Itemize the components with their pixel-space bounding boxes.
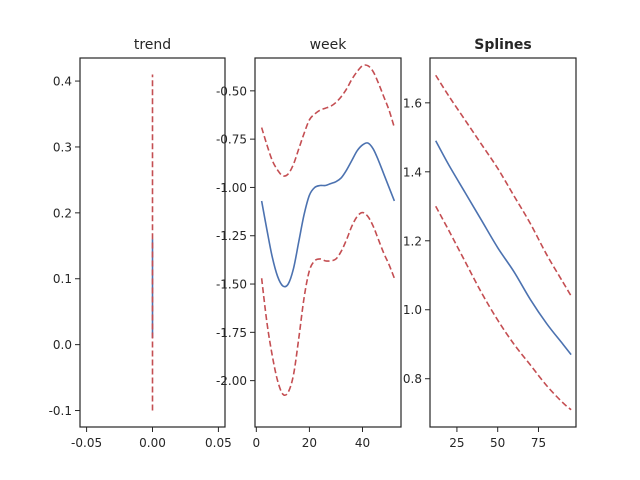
week-ytick-label: -1.00 [216, 181, 247, 195]
splines-ytick-label: 1.6 [403, 96, 422, 110]
splines-panel: Splines 25 50 75 0.8 1.0 1.2 1.4 1.6 [403, 37, 577, 450]
trend-ytick-label: 0.4 [53, 75, 72, 89]
trend-ytick-label: -0.1 [49, 404, 72, 418]
splines-ytick-label: 1.0 [403, 303, 422, 317]
week-xtick-label: 40 [355, 436, 370, 450]
splines-title: Splines [474, 37, 532, 53]
week-ytick-label: -0.50 [216, 84, 247, 98]
trend-ytick-label: 0.1 [53, 272, 72, 286]
splines-xtick-label: 25 [449, 436, 464, 450]
trend-xtick-label: 0.05 [205, 436, 232, 450]
week-ytick-label: -1.75 [216, 326, 247, 340]
trend-xtick-label: 0.00 [139, 436, 166, 450]
splines-lower-line [435, 205, 572, 411]
trend-title: trend [134, 37, 171, 53]
week-ytick-label: -1.50 [216, 278, 247, 292]
splines-fit-line [435, 140, 572, 356]
splines-ytick-label: 1.2 [403, 234, 422, 248]
splines-ytick-label: 1.4 [403, 165, 422, 179]
trend-ytick-label: 0.2 [53, 206, 72, 220]
trend-ytick-label: 0.0 [53, 338, 72, 352]
splines-axes-frame [429, 57, 577, 428]
week-axes-frame [254, 57, 402, 428]
week-lower-line [260, 211, 396, 397]
splines-xtick-label: 75 [531, 436, 546, 450]
week-xtick-label: 0 [253, 436, 261, 450]
splines-ytick-label: 0.8 [403, 372, 422, 386]
trend-ytick-label: 0.3 [53, 140, 72, 154]
week-ytick-label: -0.75 [216, 133, 247, 147]
trend-xtick-label: -0.05 [71, 436, 102, 450]
week-fit-line [260, 142, 396, 288]
splines-xtick-label: 50 [490, 436, 505, 450]
week-panel: week 0 20 40 -2.00 -1.75 -1.50 -1.25 -1.00 -0.75 -… [216, 37, 402, 450]
splines-upper-line [435, 74, 572, 297]
week-upper-line [260, 64, 396, 177]
week-ytick-label: -2.00 [216, 374, 247, 388]
week-xtick-label: 20 [302, 436, 317, 450]
week-ytick-label: -1.25 [216, 229, 247, 243]
trend-panel: trend -0.05 0.00 0.05 -0.1 0.0 0.1 0.2 0.3 0.4 [49, 37, 232, 450]
week-title: week [310, 37, 348, 53]
